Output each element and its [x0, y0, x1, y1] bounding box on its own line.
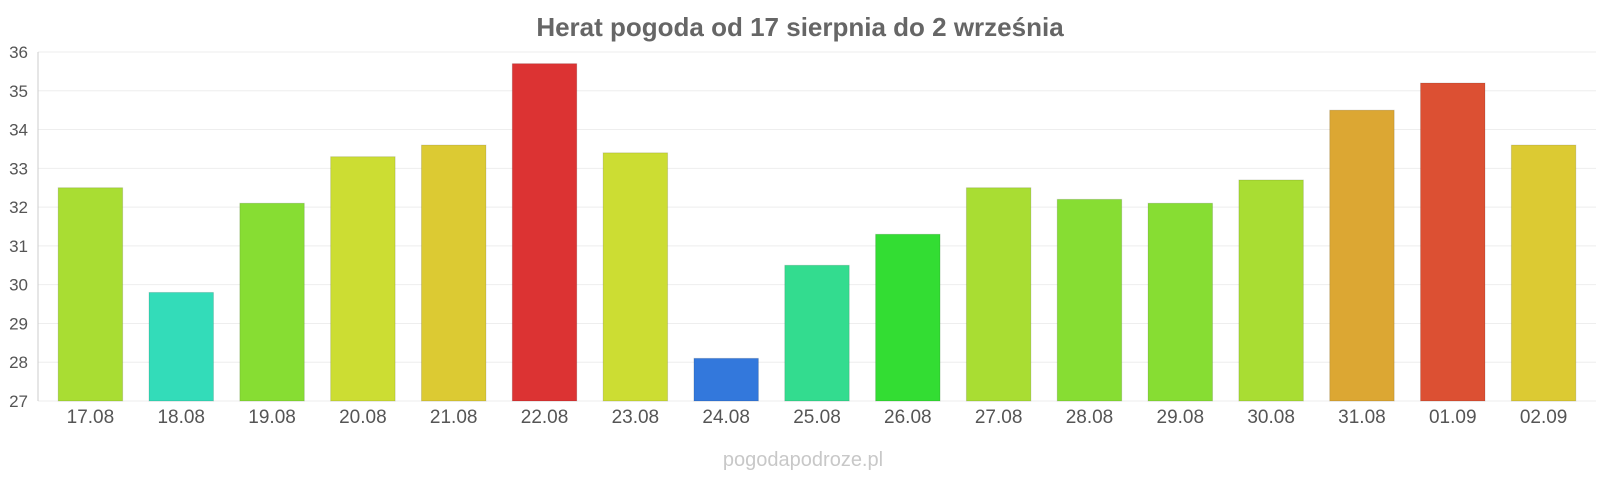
bar-18.08 [148, 291, 214, 402]
y-tick-label: 35 [9, 82, 28, 101]
y-tick-label: 32 [9, 198, 28, 217]
x-tick-label: 31.08 [1338, 407, 1386, 428]
bar-17.08 [57, 187, 124, 402]
x-tick-label: 26.08 [884, 407, 932, 428]
x-tick-label: 20.08 [339, 407, 387, 428]
bar-31.08 [1329, 109, 1395, 402]
bars [57, 63, 1577, 402]
bar-02.09 [1510, 144, 1577, 402]
bar-19.08 [239, 202, 305, 402]
y-tick-label: 31 [9, 237, 28, 256]
y-tick-label: 30 [9, 276, 28, 295]
x-tick-label: 24.08 [702, 407, 750, 428]
x-tick-label: 01.09 [1429, 407, 1477, 428]
x-tick-label: 19.08 [248, 407, 296, 428]
x-tick-label: 30.08 [1247, 407, 1295, 428]
y-tick-label: 33 [9, 159, 28, 178]
x-tick-label: 23.08 [612, 407, 660, 428]
x-axis-ticks: 17.08 18.08 19.08 20.08 21.08 22.08 23.08 24.08… [67, 407, 1568, 428]
bar-28.08 [1056, 198, 1123, 402]
y-tick-label: 36 [9, 43, 28, 62]
bar-24.08 [693, 357, 759, 402]
x-tick-label: 21.08 [430, 407, 478, 428]
bar-22.08 [511, 63, 578, 402]
x-tick-label: 29.08 [1157, 407, 1205, 428]
x-tick-label: 27.08 [975, 407, 1023, 428]
bar-01.09 [1420, 82, 1486, 402]
bar-21.08 [420, 144, 487, 402]
y-tick-label: 28 [9, 353, 28, 372]
x-tick-label: 28.08 [1066, 407, 1114, 428]
x-tick-label: 18.08 [157, 407, 205, 428]
bar-29.08 [1147, 202, 1214, 402]
bar-25.08 [784, 264, 850, 402]
bar-23.08 [602, 152, 669, 402]
y-tick-label: 27 [9, 392, 28, 411]
x-tick-label: 22.08 [521, 407, 569, 428]
x-tick-label: 25.08 [793, 407, 841, 428]
bar-27.08 [965, 187, 1032, 402]
y-tick-label: 34 [9, 121, 28, 140]
y-axis-ticks: 27 28 29 30 31 32 33 34 35 36 [9, 43, 28, 411]
y-tick-label: 29 [9, 314, 28, 333]
x-tick-label: 17.08 [67, 407, 115, 428]
bar-20.08 [330, 156, 396, 402]
chart-title: Herat pogoda od 17 sierpnia do 2 wrześni… [536, 12, 1064, 42]
bar-30.08 [1238, 179, 1304, 402]
source-watermark: pogodapodroze.pl [723, 449, 883, 471]
bar-26.08 [875, 233, 941, 402]
x-tick-label: 02.09 [1520, 407, 1568, 428]
